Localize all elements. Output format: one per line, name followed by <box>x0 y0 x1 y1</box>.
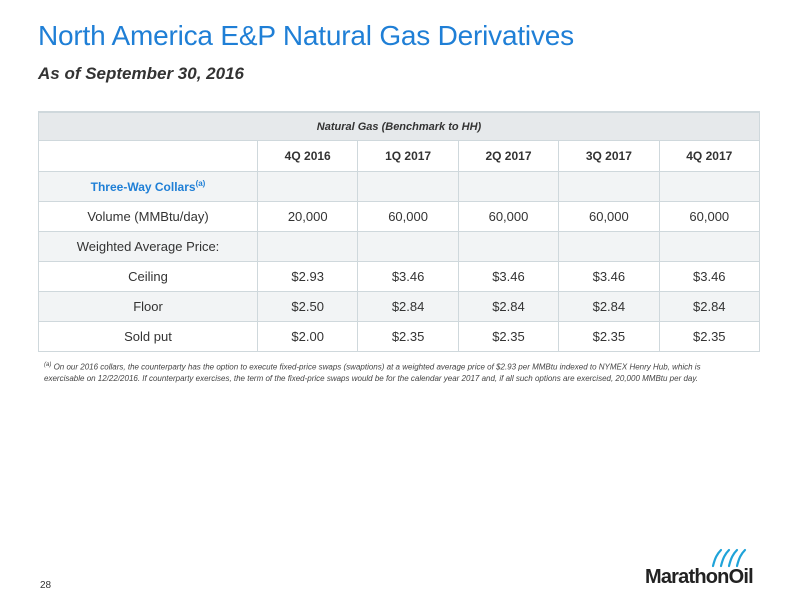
table-banner-row: Natural Gas (Benchmark to HH) <box>38 111 760 141</box>
table-cell: $2.84 <box>658 291 761 322</box>
column-header-row: 4Q 2016 1Q 2017 2Q 2017 3Q 2017 4Q 2017 <box>38 140 761 172</box>
table-row: Floor $2.50 $2.84 $2.84 $2.84 $2.84 <box>38 291 761 322</box>
footnote-text: On our 2016 collars, the counterparty ha… <box>44 362 701 383</box>
table-cell: $3.46 <box>558 261 660 292</box>
row-label: Volume (MMBtu/day) <box>38 201 258 232</box>
derivatives-table: Natural Gas (Benchmark to HH) 4Q 2016 1Q… <box>38 111 761 352</box>
row-label: Floor <box>38 291 258 322</box>
table-cell: $3.46 <box>357 261 459 292</box>
table-cell: 60,000 <box>457 201 560 232</box>
page-title: North America E&P Natural Gas Derivative… <box>38 20 574 51</box>
table-cell: $2.93 <box>256 261 359 292</box>
page-number: 28 <box>40 580 52 591</box>
table-cell: 60,000 <box>558 201 660 232</box>
section-row: Weighted Average Price: <box>38 231 761 262</box>
table-banner: Natural Gas (Benchmark to HH) <box>38 111 760 141</box>
table-cell: $3.46 <box>658 261 761 292</box>
table-cell: $3.46 <box>457 261 560 292</box>
table-cell: $2.35 <box>357 321 459 352</box>
footnote: (a) On our 2016 collars, the counterpart… <box>44 360 724 384</box>
marathon-oil-logo: MarathonOil <box>645 548 765 588</box>
table-cell: $2.35 <box>658 321 761 352</box>
table-row: Volume (MMBtu/day) 20,000 60,000 60,000 … <box>38 201 761 232</box>
page-subtitle: As of September 30, 2016 <box>38 64 244 83</box>
table-cell: $2.84 <box>357 291 459 322</box>
row-label: Sold put <box>38 321 258 352</box>
corner-cell <box>38 140 258 172</box>
marathon-wave-icon <box>711 548 747 568</box>
table-row: Ceiling $2.93 $3.46 $3.46 $3.46 $3.46 <box>38 261 761 292</box>
table-cell: $2.50 <box>256 291 359 322</box>
section-row: Three-Way Collars(a) <box>38 171 761 202</box>
column-header: 4Q 2016 <box>256 140 359 172</box>
table-cell: $2.35 <box>558 321 660 352</box>
table-cell: $2.84 <box>558 291 660 322</box>
table-cell: 60,000 <box>658 201 761 232</box>
table-cell: $2.35 <box>457 321 560 352</box>
row-label: Weighted Average Price: <box>38 231 258 262</box>
column-header: 2Q 2017 <box>457 140 560 172</box>
column-header: 4Q 2017 <box>658 140 761 172</box>
footnote-marker: (a) <box>195 179 206 188</box>
table-cell: $2.00 <box>256 321 359 352</box>
table-cell: $2.84 <box>457 291 560 322</box>
table-cell: 20,000 <box>256 201 359 232</box>
column-header: 1Q 2017 <box>357 140 459 172</box>
table-cell: 60,000 <box>357 201 459 232</box>
column-header: 3Q 2017 <box>558 140 660 172</box>
footnote-marker: (a) <box>44 362 52 368</box>
row-label: Ceiling <box>38 261 258 292</box>
logo-text: MarathonOil <box>645 566 754 588</box>
table-row: Sold put $2.00 $2.35 $2.35 $2.35 $2.35 <box>38 321 761 352</box>
section-label: Three-Way Collars(a) <box>38 171 258 202</box>
